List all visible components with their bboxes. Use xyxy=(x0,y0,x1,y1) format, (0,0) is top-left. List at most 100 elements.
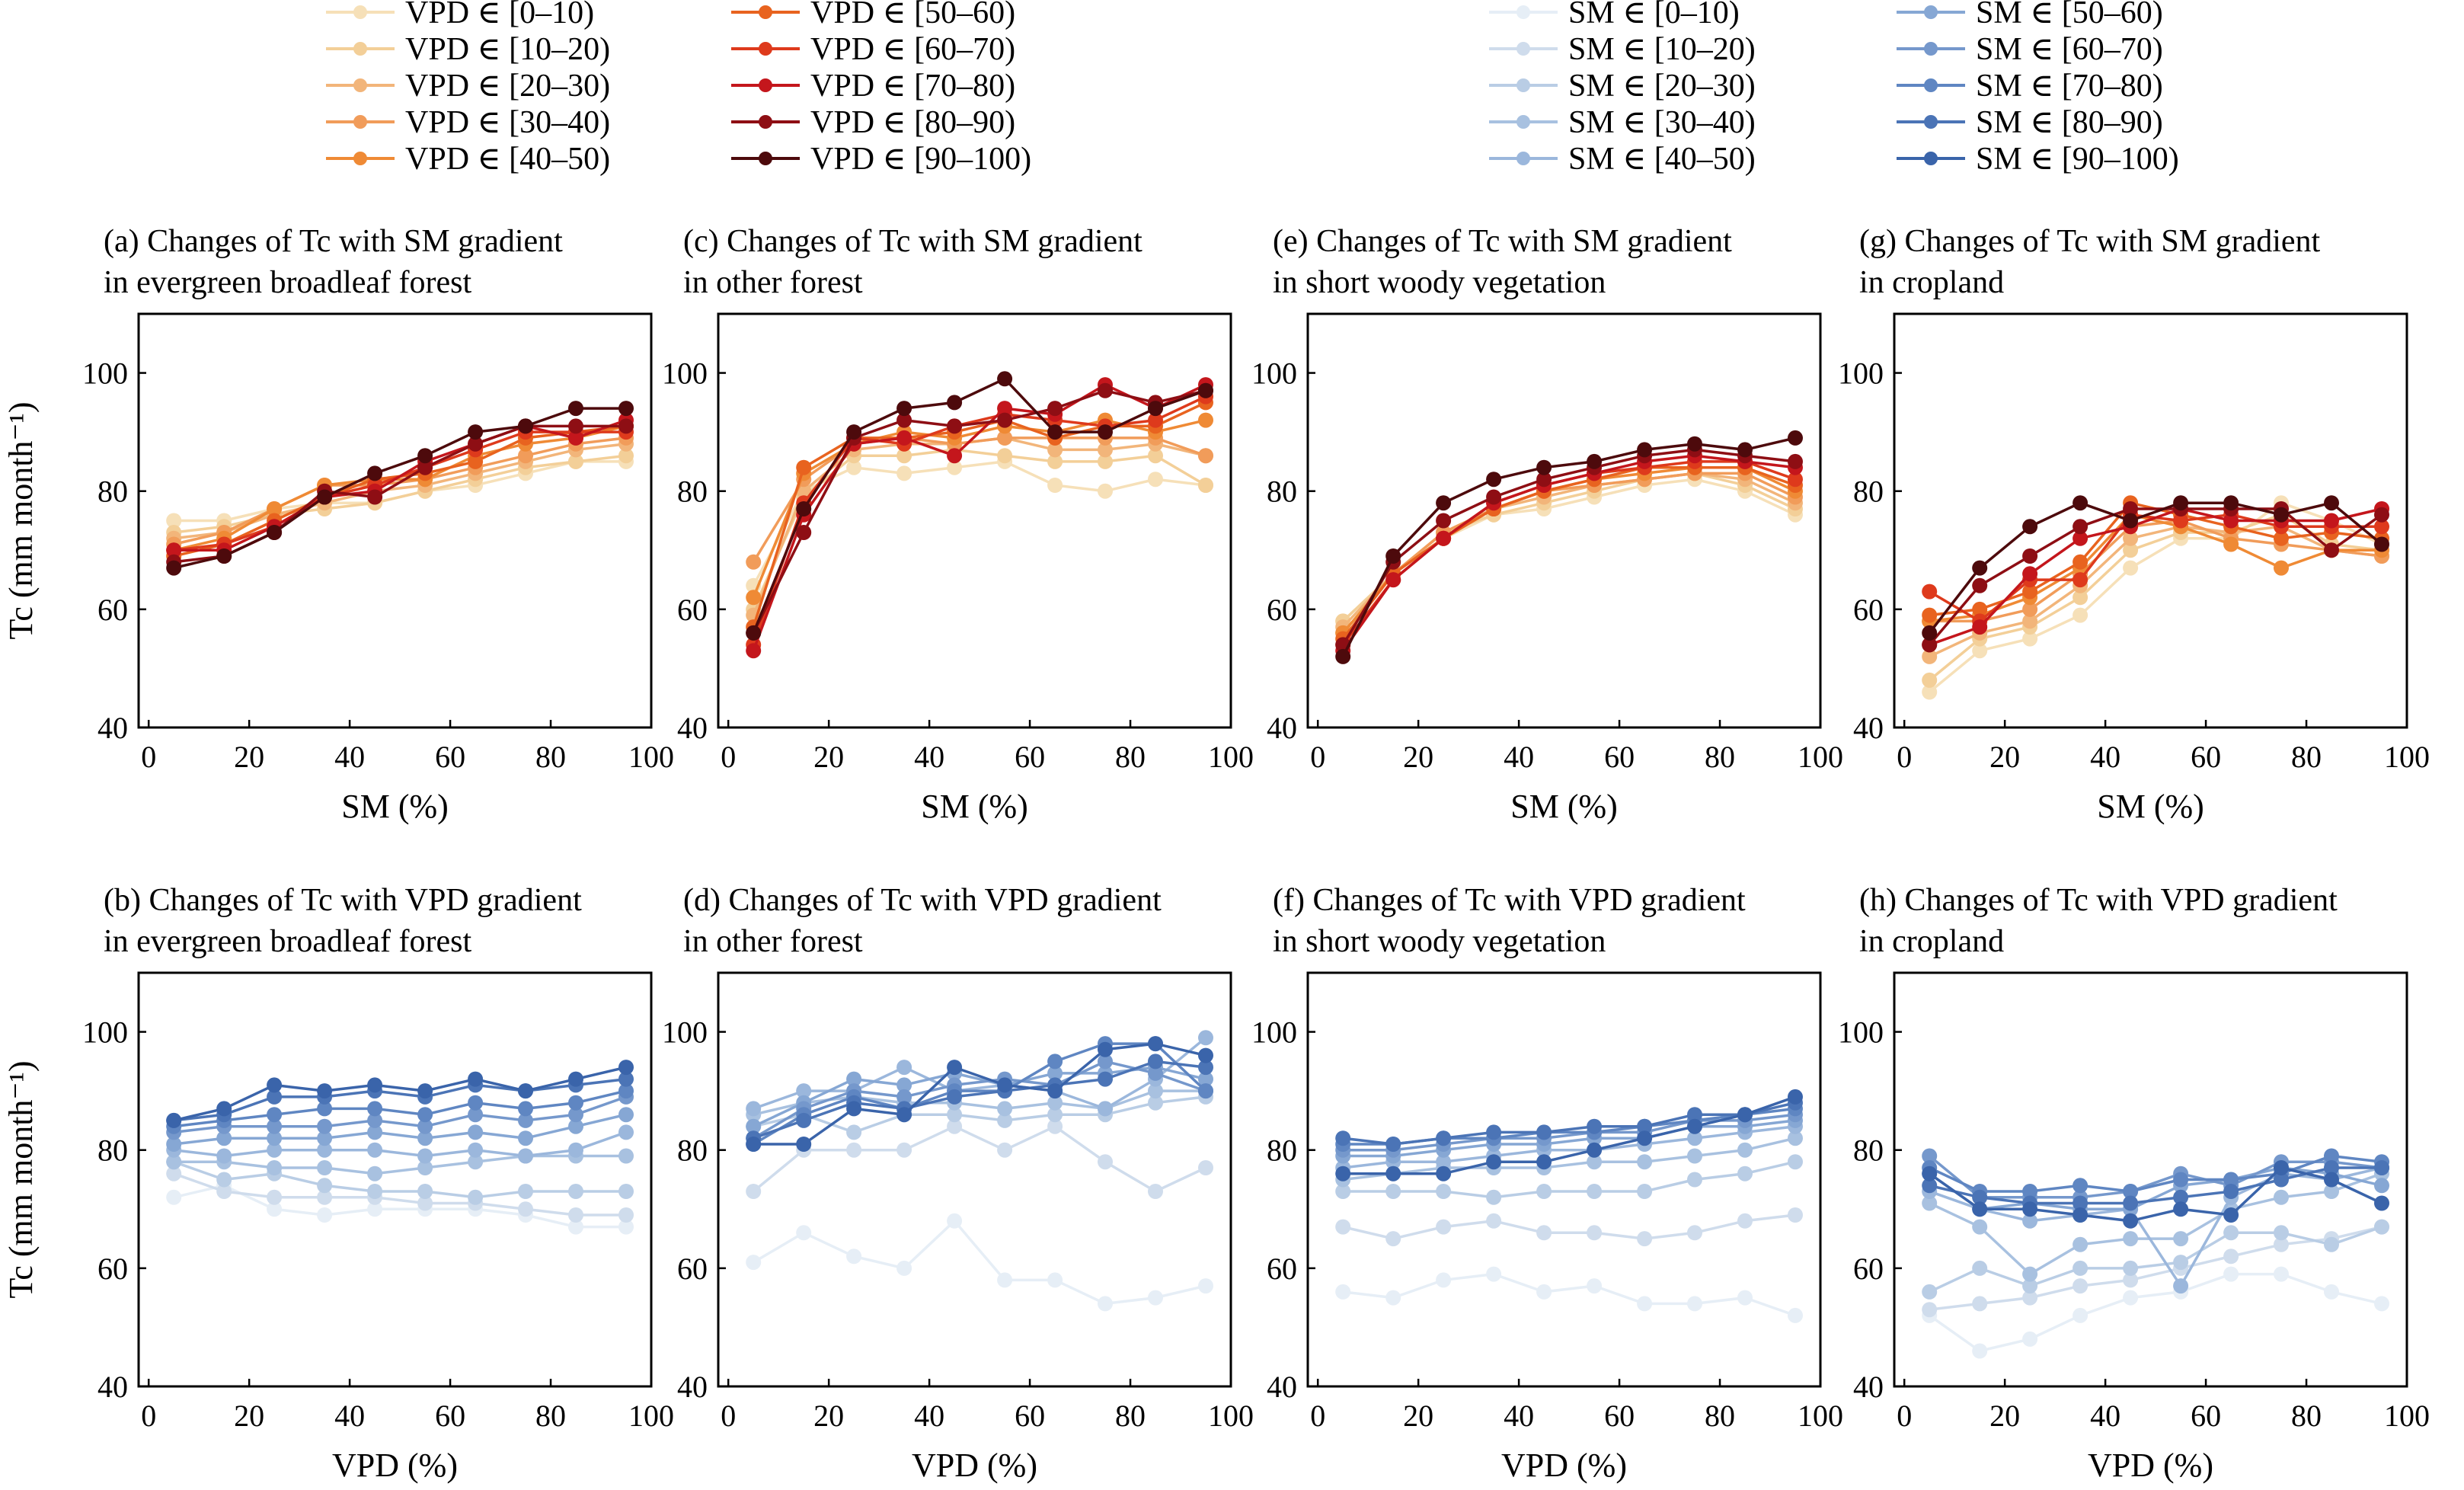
y-tick-label-b-100: 100 xyxy=(82,1015,128,1050)
data-point-c-3-0 xyxy=(746,554,762,570)
data-point-g-1-4 xyxy=(2123,542,2139,558)
data-point-b-6-4 xyxy=(367,1112,383,1128)
x-axis-label-e: SM (%) xyxy=(1510,788,1618,825)
data-point-b-4-7 xyxy=(518,1148,533,1164)
data-point-c-2-7 xyxy=(1098,442,1113,458)
x-tick-label-g-0: 0 xyxy=(1897,740,1912,774)
data-point-b-5-8 xyxy=(568,1118,583,1134)
data-point-b-4-4 xyxy=(367,1142,383,1158)
data-point-f-0-0 xyxy=(1335,1284,1351,1300)
series-line-e-8 xyxy=(1341,448,1796,646)
panel-d: (d) Changes of Tc with VPD gradient in ot… xyxy=(662,883,1254,1484)
data-point-c-9-4 xyxy=(947,395,963,411)
data-point-c-9-8 xyxy=(1148,401,1163,417)
data-point-g-5-2 xyxy=(2022,584,2038,600)
series-line-c-7 xyxy=(752,383,1206,651)
data-point-d-1-9 xyxy=(1198,1160,1213,1175)
data-point-d-9-0 xyxy=(746,1137,762,1152)
data-point-d-9-5 xyxy=(997,1077,1013,1093)
data-point-d-5-9 xyxy=(1198,1071,1213,1087)
legend-label-vpd-1: VPD ∈ [10–20) xyxy=(405,32,610,67)
data-point-d-5-0 xyxy=(746,1118,762,1134)
legend-marker-vpd-3 xyxy=(353,115,367,129)
series-line-g-4 xyxy=(1929,513,2382,623)
x-tick-label-h-20: 20 xyxy=(1989,1399,2020,1433)
data-point-h-3-7 xyxy=(2274,1189,2289,1205)
data-point-h-2-0 xyxy=(1922,1284,1938,1300)
data-point-d-9-4 xyxy=(947,1060,963,1076)
data-point-f-9-7 xyxy=(1687,1118,1702,1134)
series-line-e-9 xyxy=(1341,436,1796,657)
series-line-g-8 xyxy=(1928,507,2383,646)
x-tick-label-b-80: 80 xyxy=(535,1399,566,1433)
data-point-f-0-5 xyxy=(1587,1278,1603,1294)
data-point-d-4-1 xyxy=(796,1083,812,1099)
plot-frame-b xyxy=(137,971,653,1388)
data-point-c-0-2 xyxy=(846,459,862,475)
data-point-g-9-7 xyxy=(2274,507,2289,523)
data-point-f-8-1 xyxy=(1385,1137,1401,1152)
data-point-g-9-2 xyxy=(2022,519,2038,535)
series-line-e-3 xyxy=(1341,472,1796,635)
data-point-h-4-5 xyxy=(2173,1278,2189,1294)
data-point-b-5-7 xyxy=(518,1130,533,1146)
data-point-h-9-3 xyxy=(2073,1207,2088,1223)
data-point-d-9-2 xyxy=(846,1101,862,1117)
x-tick-label-e-80: 80 xyxy=(1705,740,1735,774)
series-line-g-3 xyxy=(1929,519,2383,623)
x-tick-label-h-60: 60 xyxy=(2191,1399,2221,1433)
series-line-f-0 xyxy=(1342,1272,1796,1317)
data-point-c-8-4 xyxy=(947,418,963,434)
series-line-f-5 xyxy=(1343,1119,1796,1158)
data-point-d-0-9 xyxy=(1198,1278,1213,1294)
data-point-g-7-1 xyxy=(1972,619,1988,635)
legend-marker-sm-0 xyxy=(1516,5,1530,19)
legend-label-vpd-8: VPD ∈ [80–90) xyxy=(810,105,1015,140)
data-point-d-9-8 xyxy=(1148,1036,1163,1052)
data-point-h-9-1 xyxy=(1972,1201,1988,1217)
data-point-b-7-3 xyxy=(317,1101,333,1117)
data-point-f-8-4 xyxy=(1536,1124,1552,1140)
legend-marker-sm-9 xyxy=(1924,152,1938,165)
x-tick-label-g-80: 80 xyxy=(2291,740,2322,774)
data-point-f-1-2 xyxy=(1436,1219,1452,1235)
data-point-b-4-6 xyxy=(468,1142,484,1158)
x-tick-label-e-0: 0 xyxy=(1310,740,1325,774)
data-point-b-2-1 xyxy=(216,1172,232,1188)
data-point-g-5-7 xyxy=(2274,530,2289,546)
data-point-g-3-2 xyxy=(2022,601,2038,617)
data-point-g-0-1 xyxy=(1972,643,1988,659)
data-point-f-1-9 xyxy=(1788,1207,1803,1223)
data-point-h-7-6 xyxy=(2223,1172,2239,1188)
data-point-c-0-3 xyxy=(896,465,912,481)
data-point-c-1-8 xyxy=(1148,448,1163,464)
data-point-h-9-9 xyxy=(2374,1195,2389,1211)
y-tick-label-c-100: 100 xyxy=(662,357,708,391)
data-point-e-9-8 xyxy=(1737,442,1753,458)
y-tick-label-d-80: 80 xyxy=(677,1133,708,1168)
data-point-d-1-8 xyxy=(1148,1184,1163,1199)
data-point-b-3-3 xyxy=(317,1160,333,1175)
x-axis-label-f: VPD (%) xyxy=(1501,1447,1627,1484)
data-point-a-9-5 xyxy=(417,448,433,464)
panel-title-h-0: (h) Changes of Tc with VPD gradient xyxy=(1859,883,2338,918)
data-point-b-3-5 xyxy=(417,1160,433,1175)
data-point-f-3-5 xyxy=(1587,1154,1603,1170)
x-tick-label-b-40: 40 xyxy=(334,1399,365,1433)
plot-frame-f xyxy=(1306,971,1822,1388)
data-point-f-3-7 xyxy=(1687,1148,1702,1164)
data-point-f-9-3 xyxy=(1486,1154,1502,1170)
data-point-h-8-4 xyxy=(2123,1195,2139,1211)
series-line-h-2 xyxy=(1929,1225,2383,1293)
data-point-d-8-9 xyxy=(1198,1060,1213,1076)
data-point-g-6-3 xyxy=(2073,572,2088,588)
data-point-b-3-6 xyxy=(468,1154,484,1170)
series-line-h-7 xyxy=(1929,1154,2383,1193)
data-point-g-9-4 xyxy=(2123,513,2139,529)
data-point-d-1-6 xyxy=(1047,1118,1063,1134)
legend-marker-vpd-0 xyxy=(353,5,367,19)
data-point-g-9-5 xyxy=(2173,495,2189,511)
data-point-c-9-6 xyxy=(1047,424,1063,440)
data-point-b-9-4 xyxy=(367,1077,383,1093)
